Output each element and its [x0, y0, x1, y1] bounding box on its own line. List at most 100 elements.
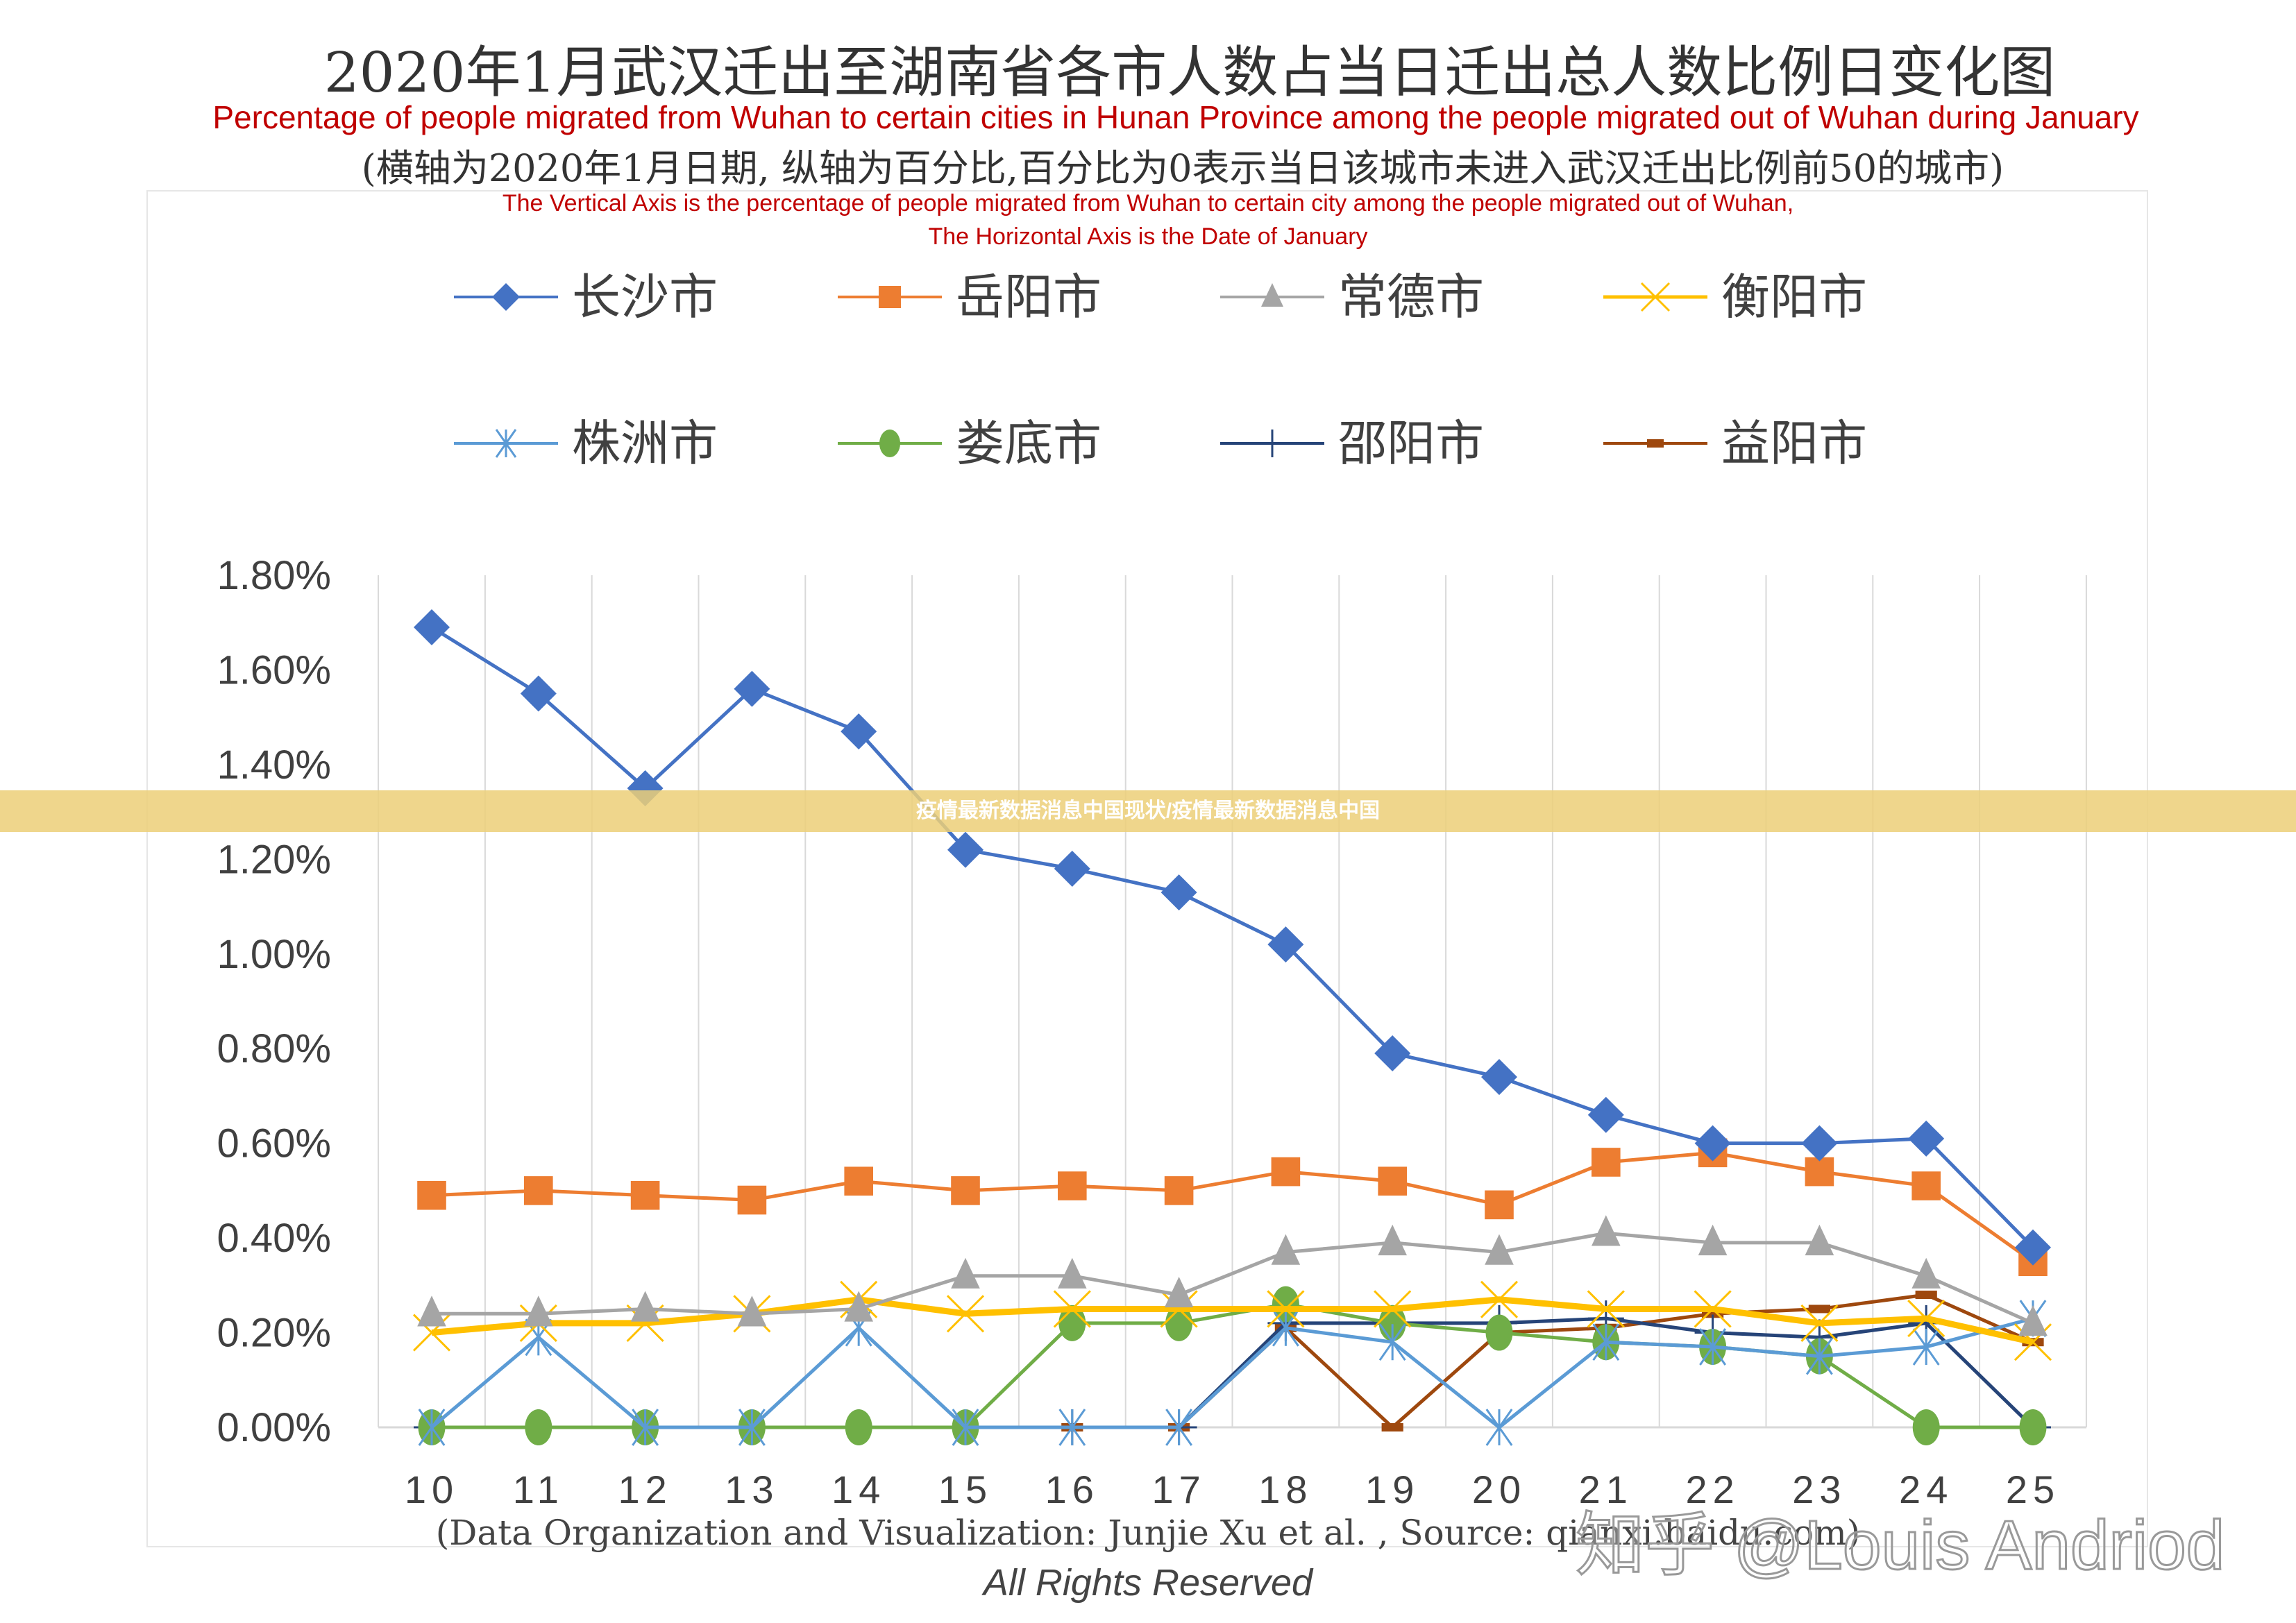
- data-point: [946, 1295, 985, 1333]
- data-point: [412, 1314, 451, 1352]
- data-point: [841, 713, 877, 750]
- data-point: [2019, 1409, 2047, 1445]
- data-point: [951, 1176, 980, 1205]
- data-point: [734, 670, 770, 707]
- data-point: [520, 675, 557, 712]
- legend-label: 岳阳市: [956, 269, 1101, 325]
- x-tick-label: 24: [1899, 1468, 1953, 1511]
- data-point: [1480, 1280, 1519, 1318]
- data-point: [1485, 1190, 1514, 1220]
- data-point: [952, 1409, 979, 1446]
- data-point: [2018, 1305, 2048, 1336]
- legend-marker-star: [495, 429, 517, 458]
- legend-label: 益阳市: [1721, 415, 1867, 472]
- x-tick-label: 22: [1685, 1468, 1739, 1511]
- data-point: [1699, 1328, 1727, 1366]
- series-line-2: [431, 1150, 2034, 1264]
- legend-marker-dash: [1647, 439, 1664, 448]
- data-point: [1805, 1224, 1834, 1256]
- x-tick-label: 12: [618, 1468, 672, 1511]
- x-tick-label: 19: [1365, 1468, 1419, 1511]
- data-point: [1485, 1234, 1514, 1265]
- data-point: [1165, 1409, 1193, 1446]
- data-point: [1058, 1409, 1086, 1446]
- data-point: [524, 1176, 553, 1205]
- data-point: [525, 1409, 552, 1445]
- data-point: [1272, 1286, 1299, 1323]
- y-tick-label: 0.00%: [217, 1405, 331, 1450]
- data-point: [1267, 1290, 1305, 1328]
- data-point: [1907, 1300, 1945, 1338]
- series-line-5: [430, 1316, 2034, 1430]
- data-point: [1915, 1290, 1937, 1299]
- footer-credit: (Data Organization and Visualization: Ju…: [435, 1513, 1861, 1553]
- data-point: [844, 1291, 873, 1322]
- x-tick-label: 10: [405, 1468, 459, 1511]
- y-tick-label: 1.80%: [217, 553, 331, 598]
- data-point: [1378, 1323, 1406, 1361]
- axis-note-2: The Horizontal Axis is the Date of Janua…: [928, 223, 1368, 250]
- chart-title: 2020年1月武汉迁出至湖南省各市人数占当日迁出总人数比例日变化图: [323, 40, 2056, 105]
- chart-note: (横轴为2020年1月日期, 纵轴为百分比,百分比为0表示当日该城市未进入武汉迁…: [361, 146, 2004, 190]
- data-point: [1160, 1290, 1198, 1328]
- legend-marker-diamond: [492, 283, 520, 311]
- data-point: [951, 1257, 980, 1289]
- x-tick-label: 23: [1792, 1468, 1846, 1511]
- data-point: [1908, 1120, 1945, 1157]
- data-point: [414, 609, 450, 646]
- data-point: [1374, 1290, 1412, 1328]
- data-point: [1053, 1290, 1091, 1328]
- x-tick-label: 17: [1151, 1468, 1206, 1511]
- x-tick-label: 16: [1045, 1468, 1099, 1511]
- data-point: [1485, 1409, 1513, 1446]
- data-point: [1592, 1323, 1620, 1361]
- data-point: [1378, 1224, 1407, 1256]
- data-point: [1698, 1224, 1728, 1256]
- chart-frame: [146, 190, 2148, 1547]
- data-point: [1694, 1125, 1731, 1162]
- data-point: [1912, 1409, 1940, 1445]
- data-point: [417, 1180, 446, 1210]
- data-point: [630, 1180, 660, 1210]
- x-tick-label: 14: [832, 1468, 886, 1511]
- series-line-3: [432, 1231, 2034, 1325]
- data-point: [737, 1185, 767, 1215]
- legend-marker-circle: [879, 430, 900, 457]
- data-point: [1592, 1148, 1621, 1177]
- legend-marker-plus: [1258, 430, 1286, 457]
- data-point: [844, 1166, 873, 1196]
- y-tick-label: 1.00%: [217, 932, 331, 977]
- x-tick-label: 18: [1258, 1468, 1312, 1511]
- data-point: [1267, 926, 1304, 963]
- x-tick-label: 13: [725, 1468, 779, 1511]
- y-tick-label: 0.60%: [217, 1121, 331, 1166]
- legend-label: 长沙市: [572, 269, 718, 325]
- legend-label: 娄底市: [956, 415, 1101, 472]
- data-point: [1054, 850, 1090, 887]
- y-tick-label: 1.40%: [217, 742, 331, 788]
- y-tick-label: 0.40%: [217, 1216, 331, 1261]
- data-point: [417, 1295, 446, 1327]
- data-point: [1164, 1176, 1194, 1205]
- data-point: [1587, 1290, 1625, 1328]
- data-point: [1381, 1423, 1403, 1431]
- data-point: [737, 1295, 767, 1327]
- data-point: [947, 831, 984, 868]
- data-point: [2014, 1323, 2052, 1361]
- y-tick-label: 1.60%: [217, 647, 331, 692]
- data-point: [1805, 1337, 1833, 1375]
- data-point: [1378, 1166, 1407, 1196]
- banner: 疫情最新数据消息中国现状/疫情最新数据消息中国: [0, 790, 2296, 832]
- data-point: [1808, 1305, 1830, 1314]
- data-point: [1694, 1290, 1732, 1328]
- data-point: [2015, 1229, 2051, 1266]
- data-point: [1374, 1035, 1411, 1072]
- data-point: [1911, 1171, 1941, 1200]
- legend-marker-x: [1640, 282, 1671, 312]
- data-point: [1800, 1304, 1839, 1342]
- x-tick-label: 15: [938, 1468, 993, 1511]
- x-tick-label: 25: [2006, 1468, 2060, 1511]
- legend-label: 株洲市: [572, 415, 718, 472]
- rights-text: All Rights Reserved: [983, 1562, 1313, 1604]
- x-tick-label: 20: [1472, 1468, 1526, 1511]
